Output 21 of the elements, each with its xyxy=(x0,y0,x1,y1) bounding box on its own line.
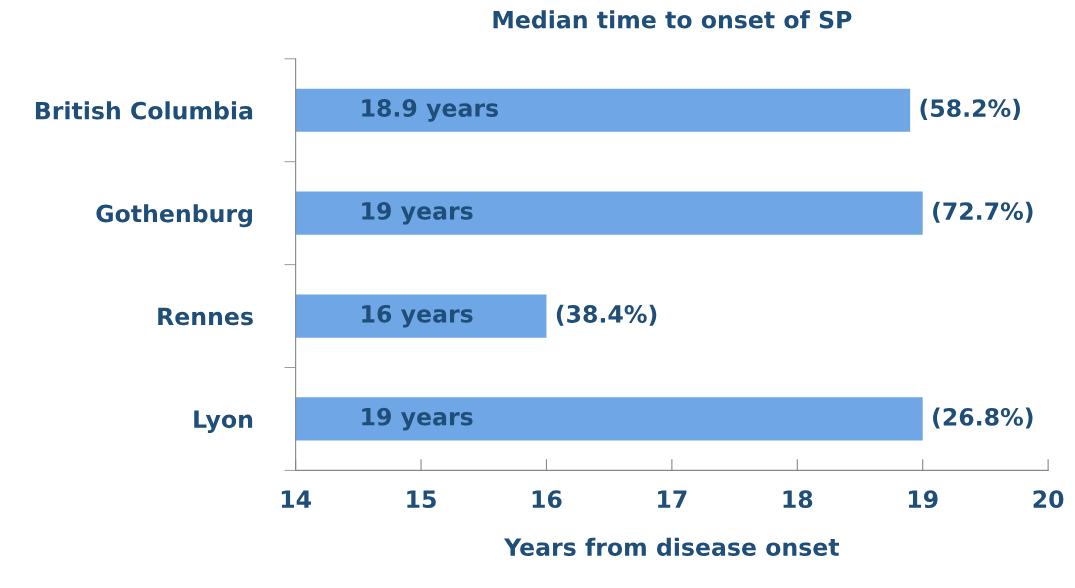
y-tick-label: Rennes xyxy=(158,307,253,326)
chart-title: Median time to onset of SP xyxy=(493,10,852,29)
annotation: (38.4%) xyxy=(556,304,657,326)
data-label: 19 years xyxy=(362,201,473,225)
data-label: 18.9 years xyxy=(362,99,498,122)
x-tick-label: 20 xyxy=(1033,490,1064,509)
data-label: 19 years xyxy=(362,407,473,431)
x-tick-label: 14 xyxy=(281,490,311,508)
data-label: 16 years xyxy=(362,304,473,328)
x-tick-label: 16 xyxy=(532,490,562,509)
x-tick-label: 17 xyxy=(658,490,687,508)
annotation: (58.2%) xyxy=(920,98,1020,120)
annotation: (26.8%) xyxy=(933,407,1033,429)
x-tick-label: 19 xyxy=(908,490,938,509)
y-tick-label: British Columbia xyxy=(35,101,253,120)
x-tick-label: 15 xyxy=(407,490,436,509)
y-tick-label: Lyon xyxy=(194,410,253,433)
x-axis-title: Years from disease onset xyxy=(503,537,840,556)
x-tick-label: 18 xyxy=(783,490,813,509)
y-tick-label: Gothenburg xyxy=(96,204,252,228)
annotation: (72.7%) xyxy=(933,201,1033,223)
